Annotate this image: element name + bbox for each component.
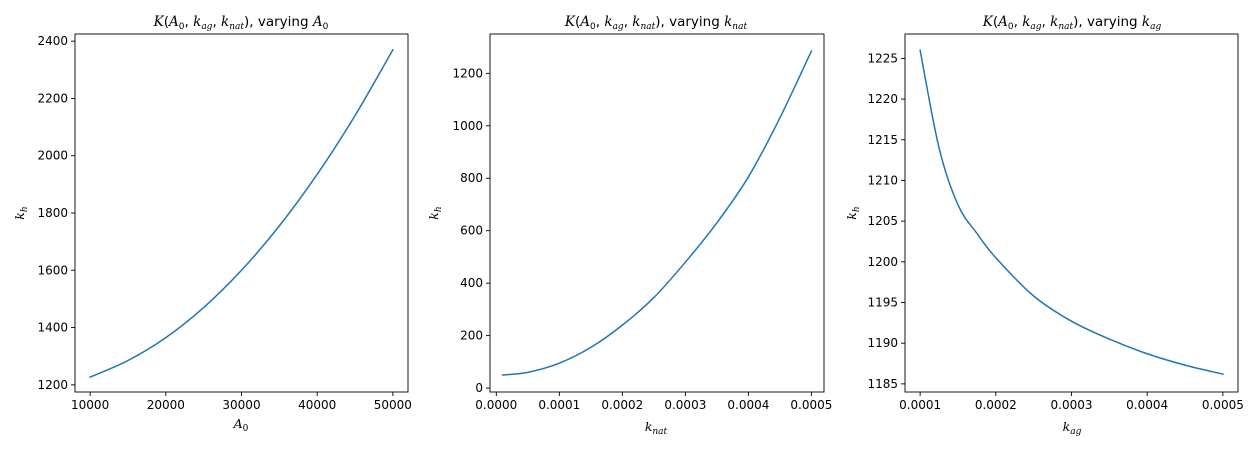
y-tick-label: 2000 — [37, 149, 68, 163]
y-tick-label: 1600 — [37, 263, 68, 277]
y-tick-label: 1195 — [867, 296, 898, 310]
x-tick-label: 30000 — [222, 398, 260, 412]
x-tick-label: 0.0003 — [1051, 398, 1093, 412]
y-tick-label: 0 — [475, 381, 483, 395]
y-tick-label: 1800 — [37, 206, 68, 220]
chart-title-1: K(A0, kag, knat), varying A0 — [153, 14, 329, 32]
y-tick-label: 1200 — [452, 66, 483, 80]
y-tick-label: 400 — [460, 276, 483, 290]
x-tick-label: 0.0004 — [1126, 398, 1168, 412]
x-tick-label: 0.0002 — [601, 398, 643, 412]
x-tick-label: 0.0005 — [790, 398, 832, 412]
chart-title-2: K(A0, kag, knat), varying knat — [564, 14, 748, 32]
y-tick-label: 1200 — [867, 255, 898, 269]
y-tick-label: 1000 — [452, 119, 483, 133]
x-tick-label: 20000 — [147, 398, 185, 412]
y-tick-label: 200 — [460, 329, 483, 343]
y-tick-label: 800 — [460, 171, 483, 185]
y-tick-label: 1215 — [867, 133, 898, 147]
y-tick-label: 1200 — [37, 378, 68, 392]
x-tick-label: 0.0005 — [1202, 398, 1244, 412]
chart-panel-2: K(A0, kag, knat), varying knat knat kh 0… — [426, 14, 832, 437]
y-tick-label: 1205 — [867, 214, 898, 228]
chart-panel-3: K(A0, kag, knat), varying kag kag kh 0.0… — [844, 14, 1244, 437]
x-axis-label-2: knat — [645, 419, 668, 437]
x-tick-label: 0.0003 — [664, 398, 706, 412]
series-line-1-1 — [89, 48, 394, 379]
y-tick-label: 1185 — [867, 377, 898, 391]
axes-frame-2 — [489, 33, 825, 393]
x-axis-label-3: kag — [1063, 419, 1082, 437]
x-tick-label: 10000 — [71, 398, 109, 412]
y-tick-label: 1210 — [867, 173, 898, 187]
axes-frame-1 — [74, 33, 409, 393]
y-axis-label-1: kh — [12, 206, 30, 219]
y-axis-label-2: kh — [426, 206, 444, 219]
y-tick-label: 1400 — [37, 321, 68, 335]
x-tick-label: 0.0002 — [975, 398, 1017, 412]
y-tick-label: 1220 — [867, 92, 898, 106]
series-line-2-1 — [501, 50, 813, 376]
chart-title-3: K(A0, kag, knat), varying kag — [982, 14, 1162, 32]
x-tick-label: 50000 — [374, 398, 412, 412]
x-tick-label: 0.0001 — [899, 398, 941, 412]
x-axis-label-1: A0 — [233, 416, 249, 434]
y-tick-label: 2400 — [37, 34, 68, 48]
y-tick-label: 600 — [460, 224, 483, 238]
y-tick-label: 1190 — [867, 336, 898, 350]
x-tick-label: 0.0004 — [727, 398, 769, 412]
chart-panel-1: K(A0, kag, knat), varying A0 A0 kh 10000… — [12, 14, 412, 434]
y-tick-label: 1225 — [867, 51, 898, 65]
y-tick-label: 2200 — [37, 91, 68, 105]
x-tick-label: 40000 — [298, 398, 336, 412]
y-axis-label-3: kh — [844, 206, 862, 219]
x-tick-label: 0.0000 — [475, 398, 517, 412]
series-line-3-1 — [919, 49, 1224, 376]
x-tick-label: 0.0001 — [538, 398, 580, 412]
axes-frame-3 — [904, 33, 1239, 393]
